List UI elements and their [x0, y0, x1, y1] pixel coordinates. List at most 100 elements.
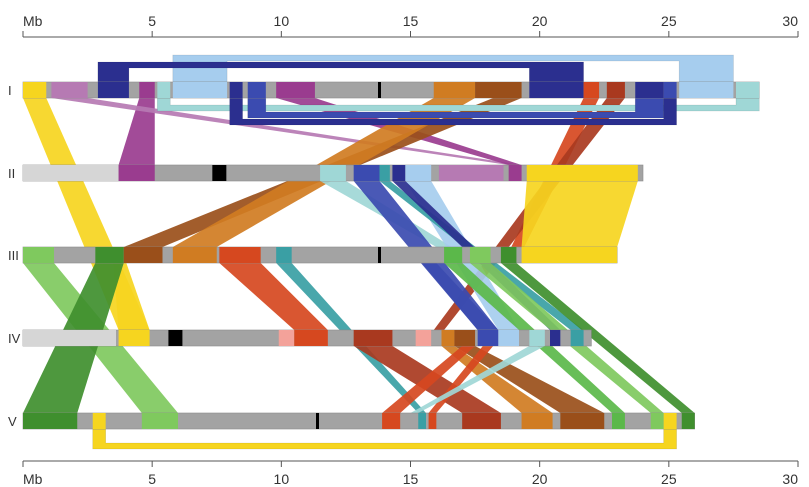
chromosome-segment: [51, 82, 88, 98]
synteny-link-II-III: [521, 181, 638, 247]
synteny-link-III-IV: [219, 263, 328, 330]
chromosome-segment: [278, 330, 295, 346]
chromosome-segment: [118, 165, 155, 181]
chromosome-segment: [529, 330, 545, 346]
synteny-link-III-V: [500, 263, 695, 413]
chromosome-segment: [663, 82, 677, 98]
chromosome-segment: [550, 330, 561, 346]
chromosome-segment: [276, 82, 315, 98]
chromosome-segment: [247, 82, 266, 98]
chromosome-segment: [141, 413, 178, 429]
chromosome-segment: [635, 82, 664, 98]
chromosome-segment: [23, 330, 116, 346]
synteny-link-I-II: [118, 98, 155, 165]
chromosome-segment: [172, 247, 217, 263]
chromosome-IV: IV: [8, 329, 592, 347]
synteny-link-III-IV: [420, 263, 499, 330]
synteny-link-I-II: [51, 98, 522, 165]
chromosome-segment: [650, 413, 664, 429]
chromosome-segment: [526, 165, 638, 181]
chromosome-segment: [428, 413, 437, 429]
chromosome-segment: [583, 82, 600, 98]
top-axis-tick-label: 10: [274, 13, 290, 29]
chromosome-segment: [92, 413, 106, 429]
chromosome-segment: [23, 82, 47, 98]
bottom-axis-tick-label: 20: [532, 471, 548, 487]
chromosome-segment: [469, 247, 491, 263]
chromosome-II: II: [8, 164, 644, 182]
chromosome-segment: [736, 82, 760, 98]
chromosome-segment: [123, 247, 163, 263]
chromosome-segment: [379, 165, 390, 181]
chromosome-segment: [521, 247, 618, 263]
duplication-arc-I: [97, 61, 584, 83]
chromosome-segment: [679, 82, 734, 98]
chromosome-segment: [477, 330, 499, 346]
centromere: [378, 247, 381, 263]
chromosome-segment: [118, 330, 150, 346]
chromosome-segment: [139, 82, 155, 98]
chromosome-segment: [415, 330, 432, 346]
chromosome-segment: [570, 330, 584, 346]
chromosome-segment: [23, 413, 78, 429]
centromere: [168, 330, 183, 346]
chromosome-label: III: [8, 248, 19, 263]
centromere: [212, 165, 227, 181]
top-axis-unit-label: Mb: [23, 13, 43, 29]
chromosome-segment: [444, 247, 463, 263]
chromosome-segment: [219, 247, 261, 263]
chromosome-segment: [681, 413, 695, 429]
chromosome-segment: [418, 413, 426, 429]
chromosome-label: II: [8, 166, 15, 181]
chromosome-segment: [23, 247, 54, 263]
chromosome-segment: [382, 413, 401, 429]
chromosome-segment: [521, 413, 553, 429]
synteny-link-IV-V: [441, 346, 553, 413]
bottom-axis-tick-label: 15: [403, 471, 419, 487]
top-axis-tick-label: 15: [403, 13, 419, 29]
top-axis-tick-label: 25: [661, 13, 677, 29]
chromosome-segment: [454, 330, 476, 346]
chromosome-segment: [612, 413, 625, 429]
bottom-axis-tick-label: 30: [782, 471, 798, 487]
bottom-axis: 5 10 15 20 25 30 Mb: [22, 460, 799, 487]
chromosome-segment: [97, 82, 129, 98]
synteny-link-IV-V: [410, 346, 545, 413]
chromosome-I: I: [8, 81, 760, 99]
chromosome-segment: [500, 247, 517, 263]
chromosome-segment: [560, 413, 605, 429]
chromosome-segment: [508, 165, 522, 181]
chromosome-segment: [353, 165, 380, 181]
chromosome-segment: [294, 330, 328, 346]
chromosome-segment: [23, 165, 119, 181]
centromere: [378, 82, 381, 98]
chromosome-segment: [433, 82, 476, 98]
chromosome-segment: [172, 82, 228, 98]
duplication-arc-I: [172, 54, 734, 83]
chromosome-segment: [229, 82, 243, 98]
chromosome-segment: [392, 165, 406, 181]
top-axis-tick-label: 30: [782, 13, 798, 29]
chromosome-label: IV: [8, 331, 21, 346]
top-axis: 5 10 15 20 25 30 Mb: [22, 13, 799, 38]
chromosome-segment: [663, 413, 677, 429]
chromosome-label: I: [8, 83, 12, 98]
bottom-axis-unit-label: Mb: [23, 471, 43, 487]
chromosome-segment: [276, 247, 292, 263]
chromosome-segment: [320, 165, 346, 181]
chromosome-III: III: [8, 246, 618, 264]
centromere: [316, 413, 319, 429]
top-axis-tick-label: 5: [148, 13, 156, 29]
chromosome-segment: [475, 82, 522, 98]
chromosome-label: V: [8, 414, 17, 429]
synteny-link-III-IV: [113, 263, 150, 330]
synteny-link-IV-V: [454, 346, 605, 413]
chromosome-segment: [462, 413, 501, 429]
chromosome-segment: [606, 82, 625, 98]
chromosome-segment: [438, 165, 504, 181]
chromosome-segment: [95, 247, 124, 263]
chromosome-segment: [353, 330, 393, 346]
chromosome-segment: [405, 165, 432, 181]
